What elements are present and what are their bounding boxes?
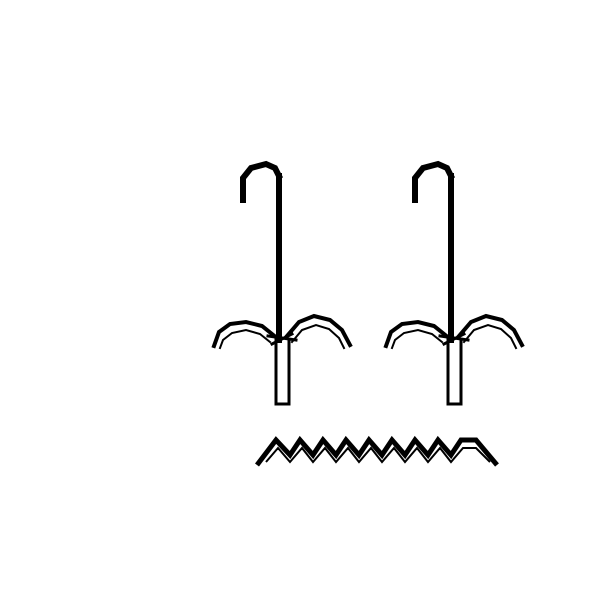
plant-leaf-left-inner-r (390, 328, 444, 350)
water-ripple-inner (265, 446, 491, 464)
plant-hook-right (412, 160, 456, 203)
plant-junction-right (438, 331, 470, 347)
plant-leaf-right-inner-r (462, 323, 518, 350)
plant-leaf-right-outer-r (456, 313, 525, 348)
plant-glyph-right (383, 160, 525, 406)
plant-base-left (274, 338, 291, 406)
plant-base-right (446, 338, 463, 406)
water-ripple-outer (255, 435, 499, 467)
plant-junction-left (266, 331, 298, 347)
plant-leaf-left-outer-r (383, 319, 452, 349)
plant-leaf-right-outer (284, 313, 353, 348)
plant-leaf-left-outer (211, 319, 280, 349)
plant-glyph-left (211, 160, 353, 406)
plant-leaf-left-inner (218, 328, 272, 350)
plant-leaf-right-inner (290, 323, 346, 350)
plant-hook-left (240, 160, 284, 203)
water-ripple-glyph (255, 435, 499, 467)
